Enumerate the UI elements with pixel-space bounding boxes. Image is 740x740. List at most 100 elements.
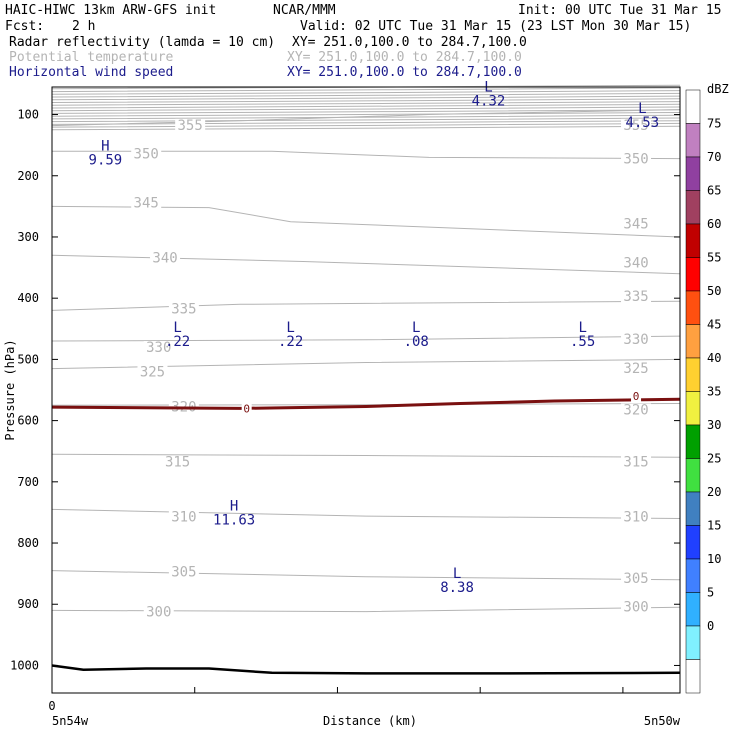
upper-theta-line (51, 95, 681, 101)
upper-theta-line (51, 103, 681, 109)
theta-contour-350 (52, 150, 681, 160)
theta-contour-320 (51, 403, 681, 406)
colorbar-swatch (685, 290, 701, 325)
wind-extremum-value: 4.32 (472, 93, 506, 109)
wind-extremum-type: H (101, 139, 109, 155)
wind-extremum-value: .08 (404, 334, 429, 350)
plot-frame (51, 86, 681, 694)
freezing-label: 0 (633, 390, 640, 403)
wind-extremum-type: L (412, 320, 420, 336)
upper-theta-line (51, 98, 681, 103)
theta-label-bg (621, 403, 652, 418)
wind-extremum-type: L (638, 101, 646, 117)
org-label: NCAR/MMM (273, 3, 336, 18)
init-time: Init: 00 UTC Tue 31 Mar 15 (518, 3, 722, 18)
y-tick-label: 900 (17, 597, 39, 611)
y-axis-title: Pressure (hPa) (3, 339, 17, 440)
colorbar-level-label: 0 (707, 619, 714, 633)
wind-extremum-value: .22 (165, 334, 190, 350)
wind-extremum-value: 8.38 (440, 580, 474, 596)
upper-theta-line (51, 106, 681, 112)
colorbar-swatch (685, 424, 701, 459)
theta-contour-labels: 355 355 350 350 345 345 340 340 335 335 330 330 325 3… (131, 118, 652, 620)
colorbar-level-label: 45 (707, 318, 721, 332)
theta-label-bg (168, 510, 199, 525)
colorbar-swatch (685, 156, 701, 191)
wind-extremum-type: L (453, 566, 461, 582)
upper-theta-line (51, 109, 681, 114)
colorbar-swatch (685, 525, 701, 560)
forecast-value: 2 h (72, 19, 96, 34)
x-right-label: 5n50w (644, 714, 681, 728)
colorbar-swatch (685, 223, 701, 258)
colorbar-level-label: 20 (707, 485, 721, 499)
theta-label: 350 (134, 147, 159, 163)
y-tick-label: 300 (17, 230, 39, 244)
y-tick-label: 700 (17, 475, 39, 489)
theta-label-bg (150, 251, 181, 266)
wind-extremum-value: .55 (570, 334, 595, 350)
theta-label: 305 (171, 565, 196, 581)
theta-label-bg (621, 118, 652, 133)
colorbar-level-label: 10 (707, 552, 721, 566)
theta-label-bg (621, 571, 652, 586)
field-radar-xy: XY= 251.0,100.0 to 284.7,100.0 (292, 35, 527, 50)
theta-label-bg (175, 118, 206, 133)
wind-extremum-value: 4.53 (625, 115, 659, 131)
theta-label-bg (162, 455, 193, 470)
theta-label: 355 (623, 118, 648, 134)
field-wind-name: Horizontal wind speed (9, 65, 174, 80)
theta-label-bg (621, 600, 652, 615)
theta-label: 345 (623, 216, 648, 232)
theta-label: 330 (146, 340, 171, 356)
x-left-label: 5n54w (52, 714, 89, 728)
colorbar-level-label: 35 (707, 385, 721, 399)
freezing-level: 00 (51, 390, 681, 415)
upper-theta-line (51, 122, 681, 128)
theta-label: 300 (146, 604, 171, 620)
theta-label: 325 (140, 365, 165, 381)
theta-contour-340 (51, 254, 681, 275)
colorbar-swatch (685, 491, 701, 526)
theta-label: 330 (623, 332, 648, 348)
colorbar-level-label: 65 (707, 184, 721, 198)
theta-contour-345 (51, 205, 681, 238)
theta-label: 335 (623, 289, 648, 305)
colorbar-swatch (685, 257, 701, 292)
upper-theta-line (51, 92, 681, 98)
theta-label-bg (621, 455, 652, 470)
colorbar-swatch (685, 357, 701, 392)
x-axis-title: Distance (km) (323, 714, 417, 728)
freezing-label: 0 (243, 402, 250, 415)
theta-label-bg (143, 605, 174, 620)
theta-label: 320 (623, 402, 648, 418)
wind-extremum-type: L (173, 320, 181, 336)
theta-label-bg (143, 341, 174, 356)
x-tick-label: 0 (48, 699, 55, 713)
colorbar-level-label: 25 (707, 452, 721, 466)
upper-theta-line (51, 112, 681, 117)
upper-theta-line (51, 114, 681, 120)
wind-extremum-value: 9.59 (89, 153, 123, 169)
theta-label: 325 (623, 361, 648, 377)
theta-label: 300 (623, 600, 648, 616)
freezing-label-bg (241, 403, 252, 415)
colorbar-swatch (685, 324, 701, 359)
y-tick-label: 800 (17, 536, 39, 550)
wind-extrema: L4.32 L4.53H9.59L.22L.22L.08L.55H11.63L8.… (89, 79, 660, 596)
wind-extremum-value: .22 (278, 334, 303, 350)
theta-label: 355 (178, 118, 203, 134)
colorbar-swatch (685, 123, 701, 158)
x-axis: 0 (48, 687, 624, 713)
theta-label: 350 (623, 152, 648, 168)
field-theta-xy: XY= 251.0,100.0 to 284.7,100.0 (287, 50, 522, 65)
theta-label: 315 (165, 455, 190, 471)
field-wind-xy: XY= 251.0,100.0 to 284.7,100.0 (287, 65, 522, 80)
terrain-path (51, 664, 681, 675)
theta-contour-330 (51, 335, 681, 342)
colorbar-level-label: 15 (707, 519, 721, 533)
terrain-line (51, 664, 681, 675)
colorbar-swatch (685, 458, 701, 493)
